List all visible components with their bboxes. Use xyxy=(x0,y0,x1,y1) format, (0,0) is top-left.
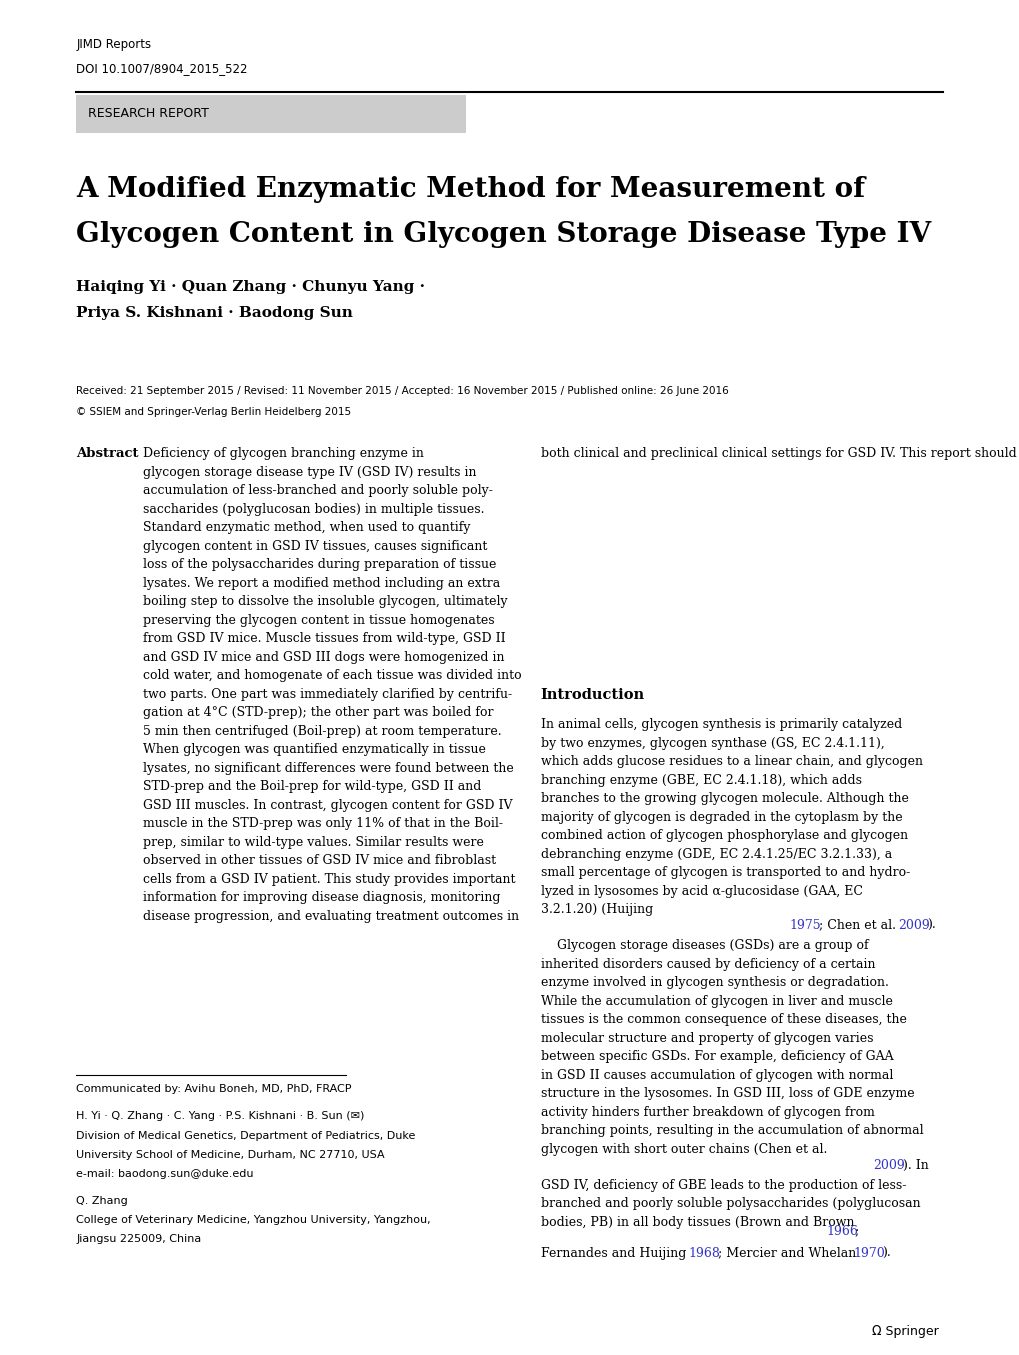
Text: Priya S. Kishnani · Baodong Sun: Priya S. Kishnani · Baodong Sun xyxy=(76,306,353,320)
Text: 1966: 1966 xyxy=(825,1225,858,1238)
Text: 2009: 2009 xyxy=(872,1159,905,1172)
Text: University School of Medicine, Durham, NC 27710, USA: University School of Medicine, Durham, N… xyxy=(76,1150,385,1160)
Text: Communicated by: Avihu Boneh, MD, PhD, FRACP: Communicated by: Avihu Boneh, MD, PhD, F… xyxy=(76,1084,352,1093)
Text: Haiqing Yi · Quan Zhang · Chunyu Yang ·: Haiqing Yi · Quan Zhang · Chunyu Yang · xyxy=(76,280,425,294)
Text: A Modified Enzymatic Method for Measurement of: A Modified Enzymatic Method for Measurem… xyxy=(76,176,865,203)
Text: In animal cells, glycogen synthesis is primarily catalyzed
by two enzymes, glyco: In animal cells, glycogen synthesis is p… xyxy=(540,718,922,916)
Text: Glycogen storage diseases (GSDs) are a group of
inherited disorders caused by de: Glycogen storage diseases (GSDs) are a g… xyxy=(540,939,922,1156)
Text: GSD IV, deficiency of GBE leads to the production of less-
branched and poorly s: GSD IV, deficiency of GBE leads to the p… xyxy=(540,1179,919,1229)
Text: Deficiency of glycogen branching enzyme in
glycogen storage disease type IV (GSD: Deficiency of glycogen branching enzyme … xyxy=(144,447,522,923)
Text: ).: ). xyxy=(926,919,935,932)
Text: Division of Medical Genetics, Department of Pediatrics, Duke: Division of Medical Genetics, Department… xyxy=(76,1131,416,1141)
Text: Fernandes and Huijing: Fernandes and Huijing xyxy=(540,1247,689,1260)
Text: Abstract: Abstract xyxy=(76,447,139,461)
Text: ; Chen et al.: ; Chen et al. xyxy=(818,919,899,932)
Text: DOI 10.1007/8904_2015_522: DOI 10.1007/8904_2015_522 xyxy=(76,62,248,76)
Text: RESEARCH REPORT: RESEARCH REPORT xyxy=(89,107,209,121)
Text: 1970: 1970 xyxy=(853,1247,884,1260)
Text: JIMD Reports: JIMD Reports xyxy=(76,38,152,51)
Text: both clinical and preclinical clinical settings for GSD IV. This report should b: both clinical and preclinical clinical s… xyxy=(540,447,1019,461)
Text: H. Yi · Q. Zhang · C. Yang · P.S. Kishnani · B. Sun (✉): H. Yi · Q. Zhang · C. Yang · P.S. Kishna… xyxy=(76,1111,365,1121)
Text: Ω Springer: Ω Springer xyxy=(871,1325,937,1339)
Text: Received: 21 September 2015 / Revised: 11 November 2015 / Accepted: 16 November : Received: 21 September 2015 / Revised: 1… xyxy=(76,386,729,396)
Text: 2009: 2009 xyxy=(898,919,929,932)
Text: ; Mercier and Whelan: ; Mercier and Whelan xyxy=(717,1247,859,1260)
Text: Glycogen Content in Glycogen Storage Disease Type IV: Glycogen Content in Glycogen Storage Dis… xyxy=(76,221,930,248)
Text: ;: ; xyxy=(854,1225,858,1238)
Text: ). In: ). In xyxy=(902,1159,927,1172)
Text: 1968: 1968 xyxy=(688,1247,719,1260)
Text: ).: ). xyxy=(881,1247,891,1260)
Text: Q. Zhang: Q. Zhang xyxy=(76,1196,128,1206)
Text: e-mail: baodong.sun@duke.edu: e-mail: baodong.sun@duke.edu xyxy=(76,1169,254,1179)
Text: College of Veterinary Medicine, Yangzhou University, Yangzhou,: College of Veterinary Medicine, Yangzhou… xyxy=(76,1215,431,1225)
Text: Jiangsu 225009, China: Jiangsu 225009, China xyxy=(76,1234,202,1244)
Text: Introduction: Introduction xyxy=(540,688,644,702)
Bar xyxy=(76,95,466,133)
Text: 1975: 1975 xyxy=(789,919,820,932)
Text: © SSIEM and Springer-Verlag Berlin Heidelberg 2015: © SSIEM and Springer-Verlag Berlin Heide… xyxy=(76,406,352,416)
